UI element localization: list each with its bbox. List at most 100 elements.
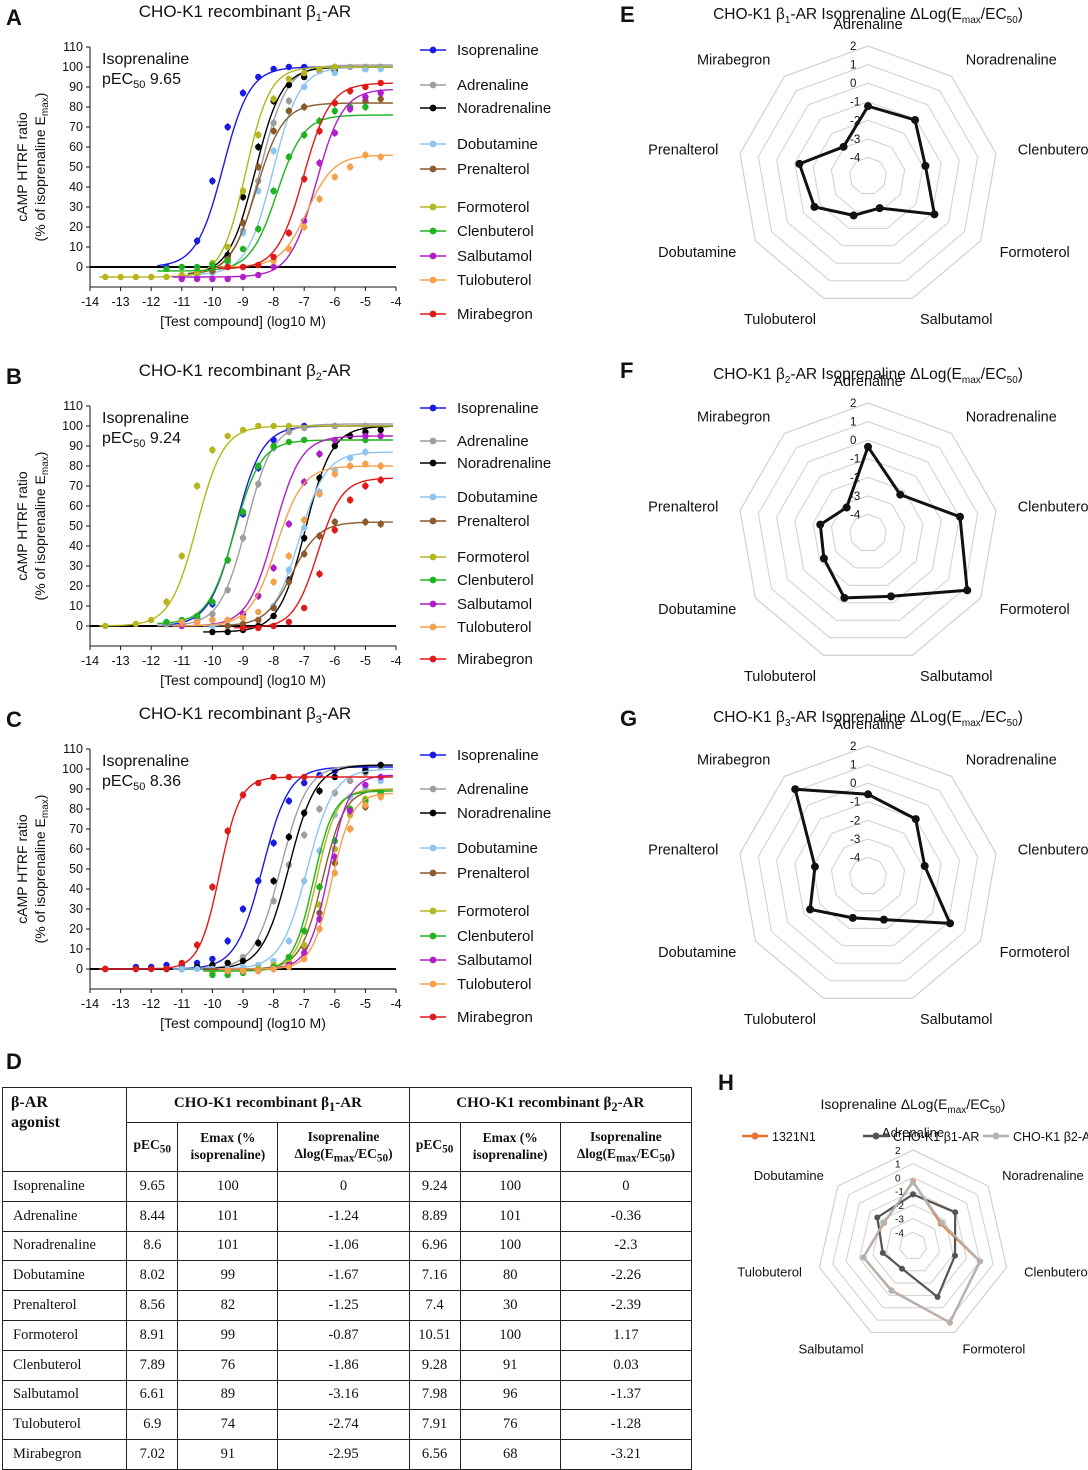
legend-marker [429,980,437,988]
table-cell: 89 [177,1379,279,1411]
data-point-salbutamol [270,263,277,271]
data-point-tulobuterol [377,153,384,161]
radar-point [963,586,972,595]
data-point-formoterol [209,446,216,454]
table-row: Isoprenaline 9.65 100 0 9.24 100 0 [1,1171,693,1202]
data-point-clenbuterol [163,265,170,273]
data-point-tulobuterol [301,516,308,524]
data-point-noradrenaline [209,628,216,636]
data-point-noradrenaline [377,426,384,434]
data-point-mirabegron [255,779,262,787]
radar-ring-label: -2 [895,1201,904,1212]
radar-grid-ring [830,495,906,569]
legend-marker [429,844,437,852]
data-point-noradrenaline [301,809,308,817]
data-point-isoprenaline [270,839,277,847]
data-point-mirabegron [239,791,247,799]
radar-ring-label: 2 [850,398,856,410]
data-point-isoprenaline [285,797,293,805]
y-tick-label: 90 [69,439,83,453]
x-tick-label: -13 [112,997,130,1011]
x-tick-label: -5 [360,295,371,309]
radar-category-label: Dobutamine [658,945,736,961]
data-point-noradrenaline [285,833,293,841]
data-point-formoterol [132,273,140,281]
radar-panel-E: E CHO-K1 β1-AR Isoprenaline ΔLog(Emax/EC5… [620,2,1088,328]
radar-ring-label: -3 [850,134,860,146]
data-point-prenalterol [362,518,369,526]
legend-marker [992,1132,1000,1140]
legend-marker [429,517,437,525]
data-point-clenbuterol [331,107,338,115]
data-point-mirabegron [255,261,262,269]
legend-label: CHO-K1 β2-AR [1013,1130,1088,1144]
curve-formoterol [203,788,393,972]
radar-grid-ring [849,856,887,894]
table-row: Tulobuterol 6.9 74 -2.74 7.91 76 -1.28 [1,1409,693,1441]
data-point-tulobuterol [346,163,354,171]
data-point-salbutamol [301,949,308,957]
data-point-salbutamol [316,159,323,167]
radar-category-label: Salbutamol [798,1342,863,1357]
ylabel-text: ) [32,93,48,98]
radar-ring-label: -3 [895,1215,904,1226]
x-tick-label: -5 [360,997,371,1011]
y-tick-label: 100 [62,762,83,776]
data-point-noradrenaline [224,628,231,636]
curve-tulobuterol [172,465,393,627]
radar-series-cho-k1-2-ar [862,1181,982,1324]
table-cell: 9.24 [408,1171,461,1202]
data-point-mirabegron [331,526,338,534]
table-cell: 99 [177,1319,279,1351]
dose-response-panel-B: B CHO-K1 recombinant β2-AR 0 10 20 30 40 50 60 70… [6,361,551,688]
data-point-formoterol [255,131,262,139]
radar-point [888,1287,895,1294]
x-tick-label: -4 [390,295,401,309]
title-text: -AR [322,361,351,380]
x-tick-label: -9 [237,997,248,1011]
table-cell: -3.21 [559,1439,693,1470]
title-sub: 2 [785,375,791,386]
title-text: /EC [981,366,1007,383]
title-text: CHO-K1 β [713,6,785,23]
panel-title: CHO-K1 recombinant β1-AR [139,2,351,24]
legend-marker [429,227,437,235]
data-point-formoterol [102,622,109,630]
data-point-mirabegron [148,965,155,973]
radar-category-label: Clenbuterol [1024,1264,1088,1279]
radar-ring-label: -4 [850,509,861,521]
y-tick-label: 90 [69,782,83,796]
radar-category-label: Salbutamol [920,312,993,328]
radar-ring-label: 1 [850,760,856,772]
curve-dobutamine [172,768,393,970]
y-tick-label: 100 [62,60,83,74]
data-point-tulobuterol [331,869,338,877]
legend-label: Formoterol [457,903,530,920]
iso-annotation-label: Isoprenaline [102,51,189,68]
y-tick-label: 60 [69,842,83,856]
legend-marker [429,751,437,759]
data-point-clenbuterol [316,883,323,891]
data-point-adrenaline [239,534,247,542]
data-point-mirabegron [301,175,308,183]
radar-grid-ring [845,1176,981,1309]
data-point-formoterol [163,273,170,281]
data-point-formoterol [239,187,247,195]
radar-grid-ring [832,1163,994,1321]
col-dlog-b2: Isoprenaline Δlog(Emax/EC50) [559,1122,693,1172]
radar-point [864,790,872,799]
legend-label: Mirabegron [457,1009,533,1026]
curve-clenbuterol [203,790,393,972]
panel-letter: D [6,1049,22,1074]
radar-grid-ring [757,64,979,282]
table-cell: 10.51 [408,1319,461,1351]
ylabel-text: (% of isoprenaline E [32,818,48,943]
data-point-mirabegron [301,773,308,781]
radar-category-label: Dobutamine [754,1168,824,1183]
table-cell: 91 [459,1349,561,1381]
table-row: Dobutamine 8.02 99 -1.67 7.16 80 -2.26 [1,1260,693,1292]
radar-ring-label: 1 [895,1160,901,1171]
legend-marker [429,310,437,318]
table-row: Noradrenaline 8.6 101 -1.06 6.96 100 -2.3 [1,1230,693,1262]
data-point-dobutamine [285,937,293,945]
